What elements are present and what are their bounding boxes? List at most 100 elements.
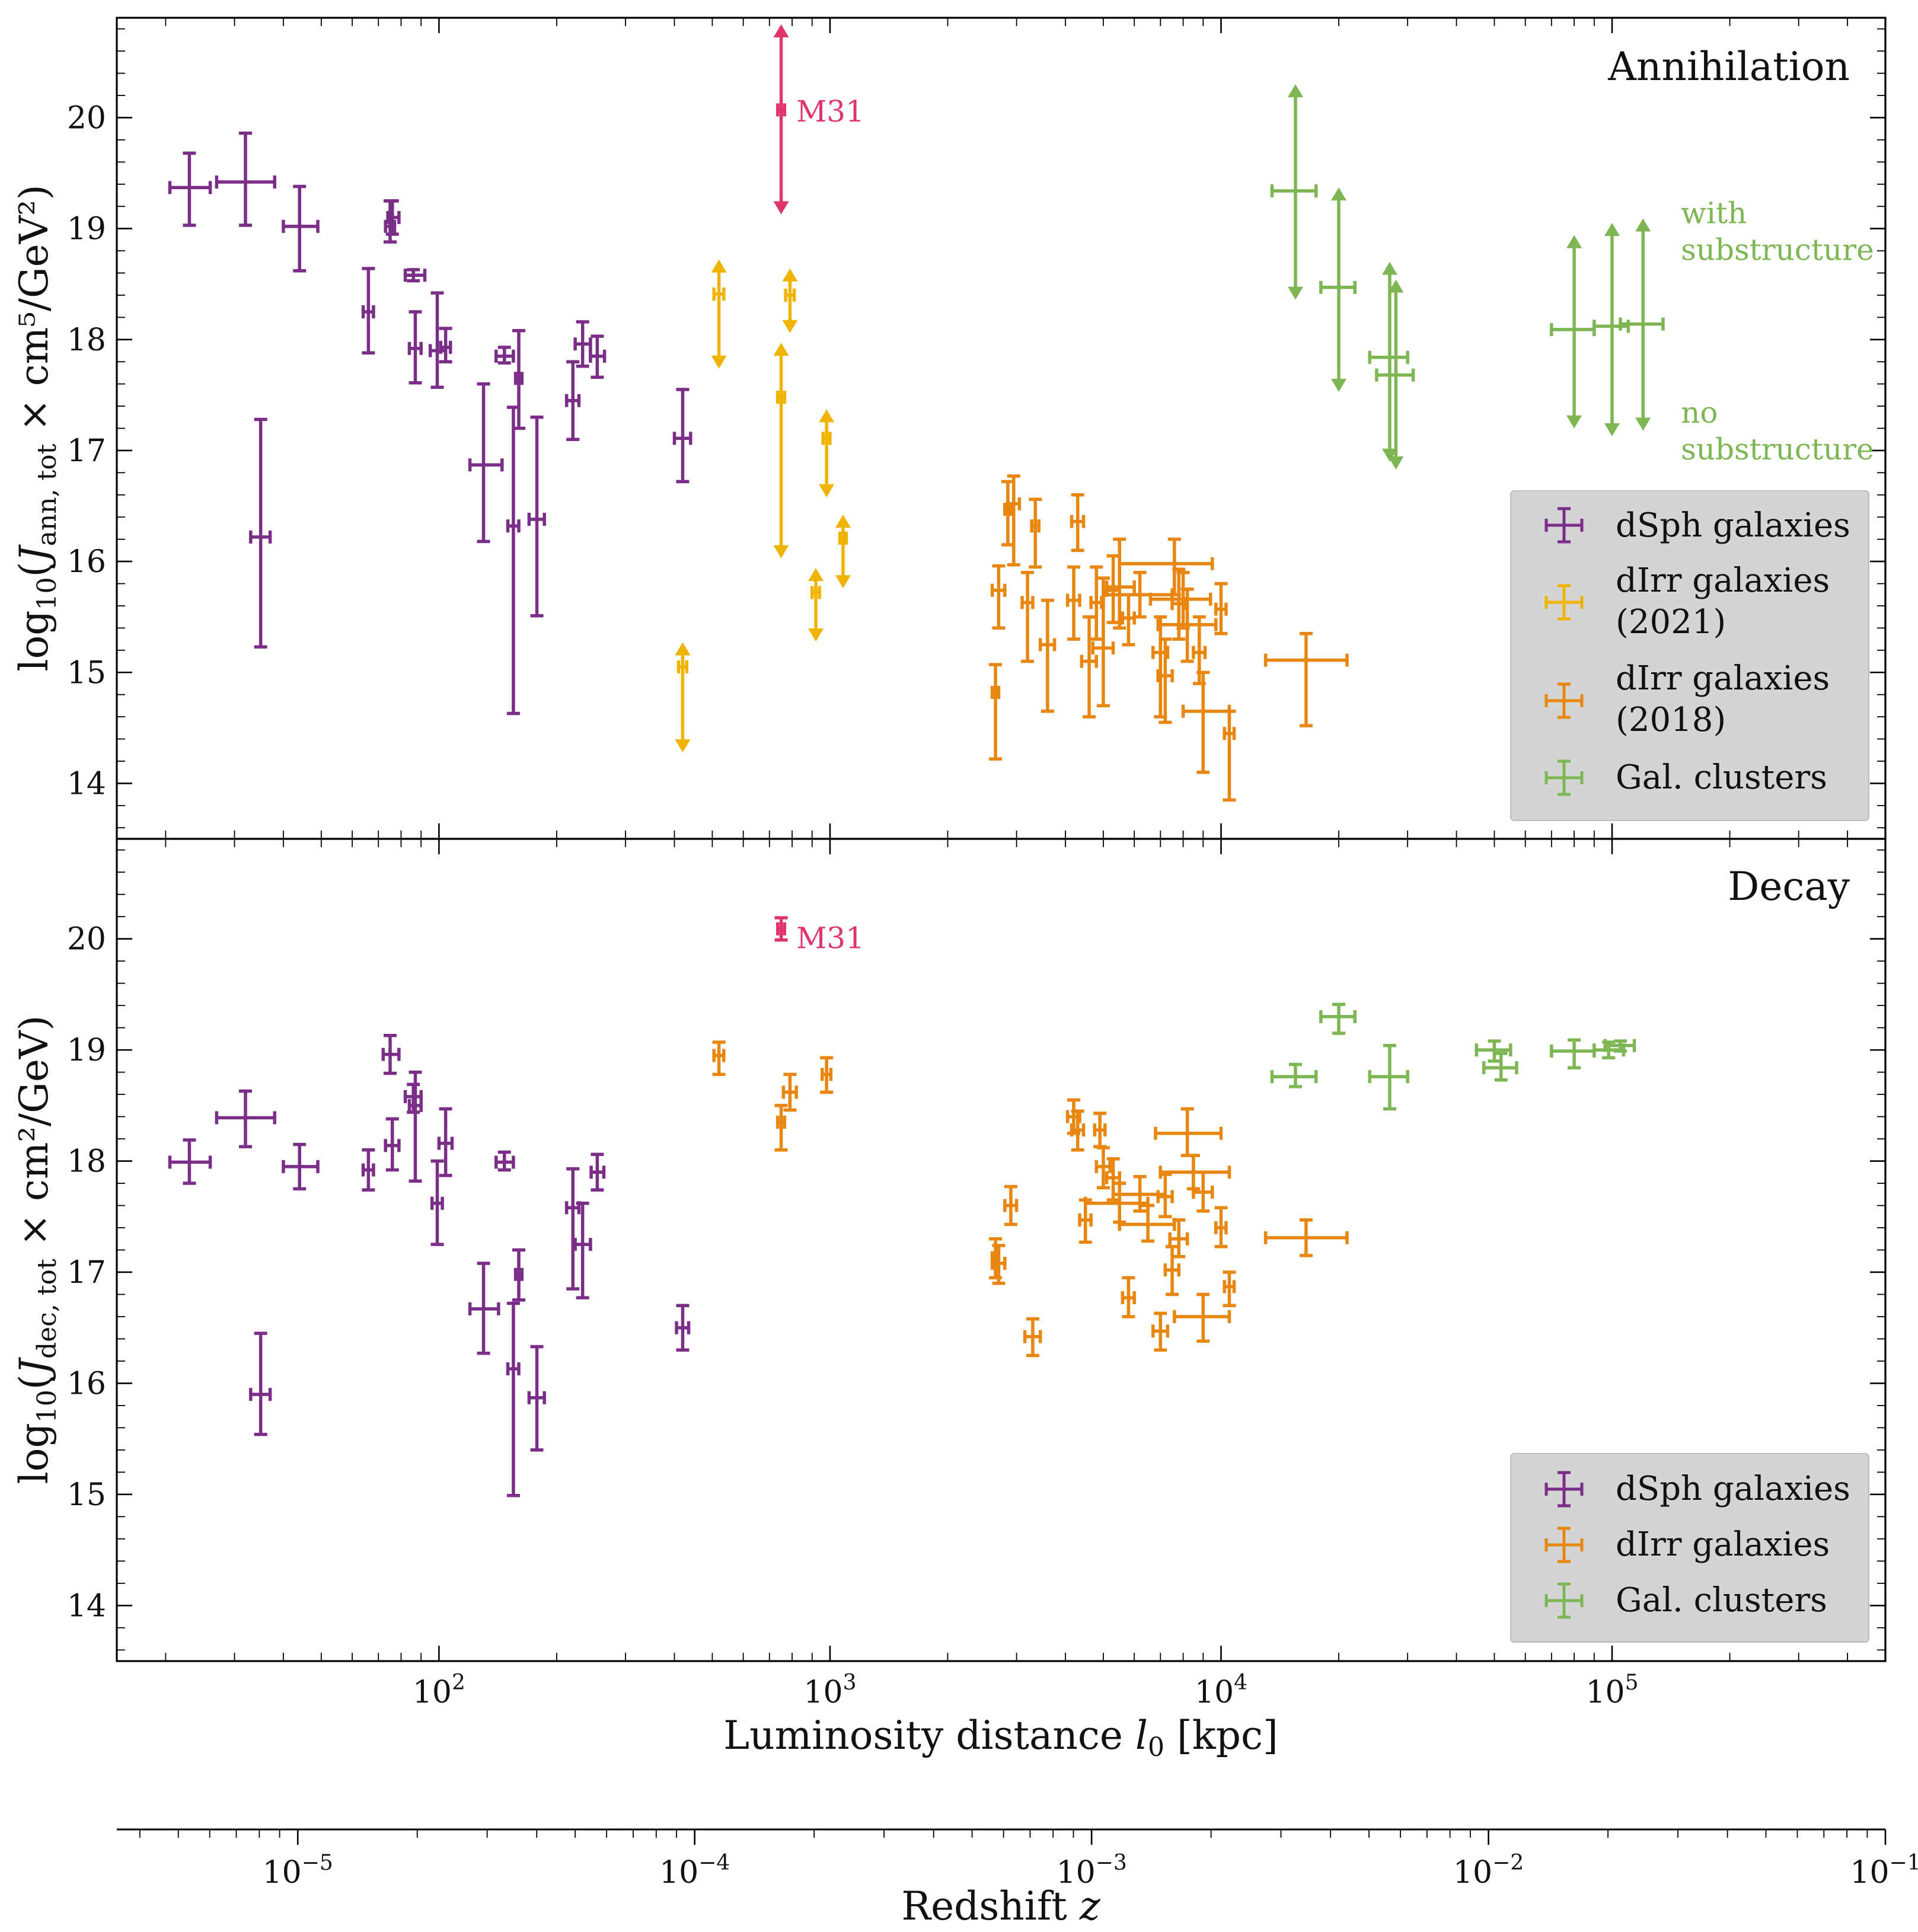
decay-y-axis-label: log10(Jdec, tot × cm²/GeV) [11,1016,62,1484]
with-substructure-annotation: with substructure [1681,196,1874,267]
annihilation-data-marks [168,24,1665,802]
decay-dsph-point-19 [675,1304,691,1352]
legend-label-dirr2021: dIrr galaxies (2021) [1616,561,1840,641]
z-tick-label-exponent: −1 [1890,1851,1918,1875]
legend-label-dirr2018: dIrr galaxies (2018) [1616,659,1840,739]
y-tick-label-16: 16 [67,1366,106,1401]
annihilation-clusters-point-4 [1550,235,1596,429]
decay-legend-box [1510,1453,1869,1643]
decay-dsph-point-7 [403,1082,423,1114]
legend-icon-1-2 [1544,1582,1584,1619]
x-axis-label-symbol: l [1135,1713,1148,1758]
annihilation-m31-point-0-arrow-up [773,24,789,37]
z-tick-label-exponent: −4 [698,1851,730,1875]
annihilation-dsph-point-18 [589,334,607,379]
decay-dirr2018-point-18 [1151,1311,1170,1352]
annihilation-dirr2018-point-5 [1029,497,1042,569]
annihilation-dirr2018-point-0 [989,663,1003,761]
decay-dsph-point-5 [381,1034,401,1075]
redshift-axis: 10−5 10−4 10−3 10−2 10−1 [117,1828,1918,1891]
legend-icon-1-0 [1544,1471,1584,1508]
annihilation-dirr2021-point-6-arrow-up [835,515,851,528]
y-tick-label-18: 18 [67,322,106,358]
annihilation-clusters-point-2-arrow-up [1381,261,1397,275]
z-tick-label-mantissa: 10 [659,1855,698,1891]
z-tick-label-0.1: 10−1 [1850,1851,1918,1891]
x-axis-label-subscript: 0 [1148,1732,1164,1762]
annihilation-dsph-point-1 [215,131,276,227]
dec-ylabel-units: × cm²/GeV) [11,1016,57,1247]
z-tick-label-0.001: 10−3 [1056,1851,1126,1891]
annihilation-dirr2018-point-15 [1121,593,1136,647]
annihilation-dsph-point-19 [672,388,692,484]
ann-ylabel-log: log [11,611,57,672]
decay-dsph-point-17 [573,1202,592,1299]
annihilation-dsph-point-9 [428,291,448,389]
decay-dirr2018-point-23 [1159,1154,1231,1191]
decay-dsph-point-0 [168,1138,212,1185]
decay-dirr2018-point-12 [1094,1146,1112,1190]
decay-dirr2018-point-19 [1156,1173,1174,1219]
no-substructure-annotation: no substructure [1681,395,1874,467]
no-substructure-line2: substructure [1681,432,1874,467]
z-tick-label-exponent: −5 [302,1851,333,1875]
x-tick-label-exponent: 3 [843,1671,857,1695]
annihilation-dirr2018-point-13 [1105,537,1136,630]
annihilation-dirr2018-point-7 [1065,565,1081,641]
z-tick-label-mantissa: 10 [1850,1855,1889,1891]
legend-label-dirr2018-line1: dIrr galaxies [1616,659,1830,698]
decay-dsph-point-4 [361,1148,375,1192]
annihilation-dsph-point-10 [439,327,452,363]
z-tick-label-mantissa: 10 [263,1855,302,1891]
annihilation-dirr2021-point-0-arrow-up [675,642,691,656]
annihilation-dirr2018-point-10 [1089,565,1103,641]
decay-dirr2018-point-20 [1163,1245,1181,1296]
annihilation-dirr2018-point-23 [1181,670,1231,774]
x-tick-label-exponent: 2 [452,1671,465,1695]
annihilation-dirr2021-point-1-arrow-down [711,355,727,369]
annihilation-clusters-point-5-arrow-up [1604,222,1620,236]
no-substructure-line1: no [1681,395,1718,430]
annihilation-clusters-point-6-arrow-down [1635,417,1651,431]
dec-ylabel-log: log [11,1423,57,1484]
decay-plot-frame [116,838,1887,1662]
decay-dsph-point-10 [437,1107,454,1177]
z-tick-label-0.0001: 10−4 [659,1851,730,1891]
y-tick-label-17: 17 [67,1255,106,1291]
decay-dirr2018-point-0 [712,1040,726,1077]
annihilation-clusters-point-0-arrow-down [1287,286,1303,300]
y-tick-label-19: 19 [67,212,106,247]
legend-icon-0-3 [1544,759,1584,796]
z-tick-label-0.00001: 10−5 [263,1851,333,1891]
x-tick-label-exponent: 4 [1234,1671,1247,1695]
annihilation-dsph-point-4 [361,267,375,355]
annihilation-ticks: 14 15 16 17 18 19 20 [67,18,1886,839]
annihilation-dirr2021-point-5-arrow-down [808,628,824,642]
m31-annotation-decay: M31 [796,921,864,956]
legend-label-dsph: dSph galaxies [1616,506,1850,545]
z-tick-label-exponent: −2 [1492,1851,1524,1875]
annihilation-dsph-point-13 [506,405,521,716]
annihilation-legend-icons [1544,507,1584,796]
y-tick-label-15: 15 [67,655,106,691]
annihilation-dirr2021-point-6-arrow-down [835,575,851,589]
decay-dirr2018-point-17 [1118,1203,1176,1243]
annihilation-dirr2018-point-12 [1105,554,1121,624]
decay-clusters-point-2 [1368,1043,1409,1111]
annihilation-dsph-point-6 [385,199,401,236]
z-tick-label-mantissa: 10 [1056,1855,1095,1891]
ann-ylabel-units: × cm⁵/GeV²) [11,184,57,431]
annihilation-dirr2021-point-2-arrow-up [773,343,789,356]
annihilation-clusters-point-0 [1270,84,1318,300]
annihilation-panel-title: Annihilation [1607,44,1850,90]
decay-dirr2018-point-3 [820,1056,834,1094]
y-tick-label-20: 20 [67,100,106,136]
annihilation-clusters-point-4-arrow-down [1566,415,1582,429]
decay-legend: dSph galaxies dIrr galaxies Gal. cluster… [1510,1453,1869,1643]
annihilation-dirr2021-point-3-arrow-up [782,268,798,282]
decay-dirr2018-point-27 [1223,1270,1236,1307]
decay-dirr2018-point-24 [1192,1170,1214,1213]
annihilation-dirr2018-point-20 [1148,571,1212,630]
annihilation-clusters-point-4-arrow-up [1566,235,1582,248]
annihilation-dirr2021-point-2 [773,343,789,558]
